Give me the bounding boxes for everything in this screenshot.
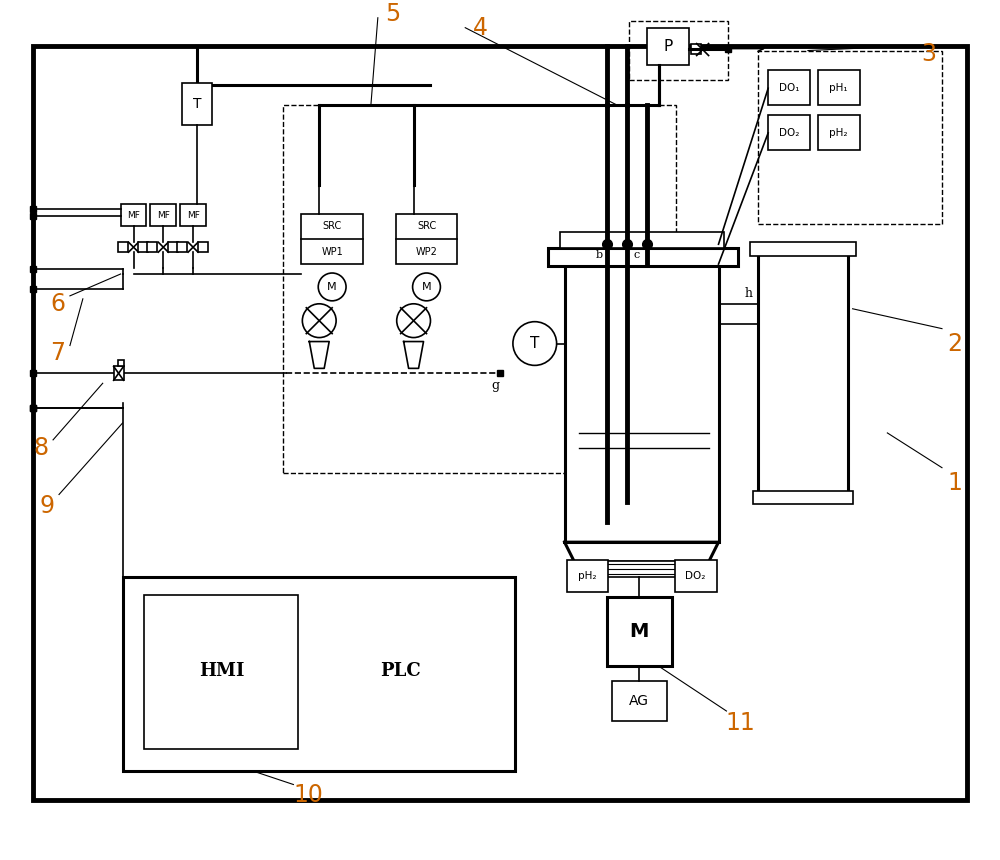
Bar [818,115,860,150]
Text: h: h [744,287,752,300]
Bar [607,597,672,666]
Text: AG: AG [629,694,649,708]
Text: MF: MF [157,211,170,220]
Circle shape [513,322,557,366]
Bar [629,21,728,80]
Polygon shape [309,341,329,368]
Bar [396,214,457,264]
Text: 4: 4 [473,15,488,40]
Bar [121,205,146,226]
Bar [118,360,124,366]
Bar [818,71,860,105]
Bar [123,577,515,771]
Text: 8: 8 [34,436,49,460]
Text: WP1: WP1 [321,247,343,257]
Bar [758,51,942,224]
Bar [138,243,148,252]
Bar [548,249,738,266]
Bar [647,28,689,65]
Bar [180,205,206,226]
Bar [612,681,667,721]
Bar [301,214,363,264]
Polygon shape [404,341,424,368]
Text: DO₂: DO₂ [685,571,706,581]
Polygon shape [565,542,719,562]
Bar [198,243,208,252]
Bar [691,44,701,53]
Circle shape [413,273,440,301]
Text: 6: 6 [51,292,66,316]
Bar [768,115,810,150]
Text: M: M [629,622,649,641]
Bar [33,46,967,801]
Circle shape [318,273,346,301]
Text: WP2: WP2 [416,247,437,257]
Text: SRC: SRC [323,221,342,231]
Text: pH₁: pH₁ [829,83,848,93]
Circle shape [397,304,430,338]
Bar [675,560,717,592]
Bar [150,205,176,226]
Text: pH₂: pH₂ [578,571,597,581]
Text: SRC: SRC [417,221,436,231]
Text: DO₂: DO₂ [779,128,799,138]
Text: 5: 5 [385,2,400,26]
Text: 10: 10 [293,783,323,808]
Text: HMI: HMI [199,662,245,680]
Text: T: T [530,336,539,351]
Text: 3: 3 [922,41,937,65]
Bar [565,264,719,542]
Bar [768,71,810,105]
Text: P: P [663,39,672,54]
Text: DO₁: DO₁ [779,83,799,93]
Text: c: c [634,250,640,260]
Bar [114,366,124,380]
Text: pH₂: pH₂ [829,128,848,138]
Bar [182,83,212,125]
Text: PLC: PLC [380,662,421,680]
Bar [589,561,697,577]
Text: b: b [596,250,603,260]
Bar [147,243,157,252]
Text: T: T [193,97,201,111]
Text: 9: 9 [40,494,55,519]
Text: MF: MF [187,211,200,220]
Bar [144,595,298,749]
Bar [283,105,676,473]
Text: 11: 11 [725,711,755,735]
Text: 1: 1 [947,470,962,494]
Bar [118,243,128,252]
Text: M: M [422,282,431,292]
Bar [753,490,853,505]
Bar [177,243,187,252]
Bar [560,232,724,249]
Bar [758,255,848,493]
Text: M: M [327,282,337,292]
Bar [168,243,178,252]
Text: MF: MF [127,211,140,220]
Text: g: g [491,378,499,392]
Text: 2: 2 [947,332,962,355]
Text: 7: 7 [51,341,66,366]
Bar [750,243,856,256]
Bar [567,560,608,592]
Circle shape [302,304,336,338]
